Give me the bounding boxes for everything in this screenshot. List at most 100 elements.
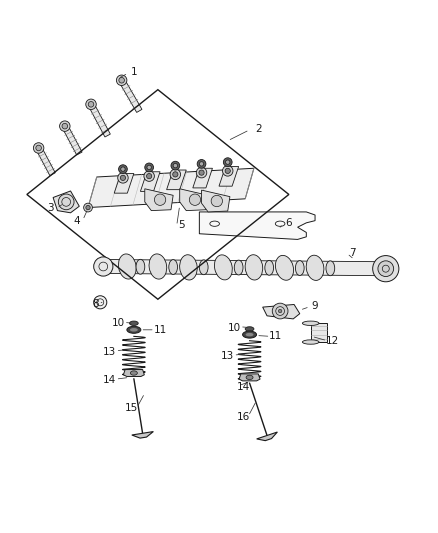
Circle shape bbox=[373, 256, 399, 282]
Circle shape bbox=[199, 170, 204, 175]
Polygon shape bbox=[132, 432, 153, 438]
Ellipse shape bbox=[130, 321, 138, 326]
Ellipse shape bbox=[118, 254, 136, 279]
Circle shape bbox=[211, 195, 223, 207]
Circle shape bbox=[196, 167, 207, 178]
Ellipse shape bbox=[243, 331, 257, 338]
Polygon shape bbox=[88, 168, 254, 207]
Polygon shape bbox=[311, 323, 327, 342]
Circle shape bbox=[272, 303, 288, 319]
Polygon shape bbox=[145, 189, 173, 211]
Text: 7: 7 bbox=[349, 248, 356, 259]
Ellipse shape bbox=[131, 371, 138, 375]
Circle shape bbox=[88, 101, 94, 107]
Polygon shape bbox=[141, 172, 160, 191]
Circle shape bbox=[147, 165, 151, 169]
Ellipse shape bbox=[234, 260, 243, 275]
Polygon shape bbox=[239, 374, 260, 381]
Circle shape bbox=[144, 171, 154, 181]
Ellipse shape bbox=[180, 255, 197, 280]
Circle shape bbox=[117, 75, 127, 85]
Circle shape bbox=[226, 160, 230, 164]
Circle shape bbox=[84, 203, 92, 212]
Circle shape bbox=[223, 158, 232, 166]
Circle shape bbox=[119, 165, 127, 174]
Text: 6: 6 bbox=[286, 218, 292, 228]
Circle shape bbox=[147, 174, 152, 179]
Circle shape bbox=[173, 164, 177, 168]
Circle shape bbox=[171, 161, 180, 170]
Polygon shape bbox=[263, 304, 300, 319]
Ellipse shape bbox=[265, 260, 274, 275]
Ellipse shape bbox=[136, 260, 145, 274]
Polygon shape bbox=[108, 260, 381, 276]
Text: 15: 15 bbox=[125, 403, 138, 414]
Text: 13: 13 bbox=[221, 351, 234, 361]
Polygon shape bbox=[219, 166, 239, 186]
Circle shape bbox=[173, 172, 178, 177]
Circle shape bbox=[86, 99, 96, 110]
Polygon shape bbox=[201, 190, 230, 212]
Ellipse shape bbox=[295, 261, 304, 276]
Circle shape bbox=[33, 143, 44, 153]
Circle shape bbox=[120, 175, 126, 181]
Text: 4: 4 bbox=[74, 216, 81, 225]
Ellipse shape bbox=[245, 327, 254, 331]
Text: 10: 10 bbox=[112, 318, 125, 328]
Text: 14: 14 bbox=[103, 375, 117, 385]
Circle shape bbox=[119, 77, 124, 83]
Polygon shape bbox=[53, 191, 79, 213]
Text: 11: 11 bbox=[269, 332, 283, 341]
Ellipse shape bbox=[306, 255, 324, 280]
Ellipse shape bbox=[199, 260, 208, 274]
Ellipse shape bbox=[246, 375, 253, 379]
Polygon shape bbox=[37, 149, 55, 175]
Circle shape bbox=[94, 257, 113, 276]
Polygon shape bbox=[63, 127, 82, 155]
Text: 12: 12 bbox=[326, 336, 339, 346]
Ellipse shape bbox=[130, 328, 138, 332]
Text: 3: 3 bbox=[48, 203, 54, 213]
Ellipse shape bbox=[127, 326, 141, 333]
Ellipse shape bbox=[245, 255, 263, 280]
Text: 13: 13 bbox=[103, 346, 117, 357]
Circle shape bbox=[170, 169, 180, 180]
Circle shape bbox=[145, 163, 153, 172]
Ellipse shape bbox=[215, 255, 232, 280]
Circle shape bbox=[189, 194, 201, 205]
Ellipse shape bbox=[169, 260, 177, 274]
Circle shape bbox=[60, 121, 70, 131]
Polygon shape bbox=[89, 105, 110, 137]
Circle shape bbox=[197, 159, 206, 168]
Circle shape bbox=[86, 205, 90, 210]
Ellipse shape bbox=[302, 321, 319, 326]
Polygon shape bbox=[199, 212, 315, 239]
Circle shape bbox=[121, 167, 125, 171]
Text: 10: 10 bbox=[228, 322, 241, 333]
Ellipse shape bbox=[276, 255, 293, 280]
Text: 8: 8 bbox=[92, 298, 99, 309]
Circle shape bbox=[279, 309, 282, 313]
Circle shape bbox=[58, 194, 74, 210]
Circle shape bbox=[62, 123, 67, 129]
Polygon shape bbox=[166, 170, 186, 190]
Circle shape bbox=[36, 145, 42, 151]
Circle shape bbox=[94, 296, 107, 309]
Ellipse shape bbox=[326, 261, 335, 276]
Text: 5: 5 bbox=[179, 220, 185, 230]
Text: 2: 2 bbox=[255, 124, 261, 134]
Text: 11: 11 bbox=[153, 325, 167, 335]
Text: 9: 9 bbox=[312, 301, 318, 311]
Circle shape bbox=[223, 166, 233, 176]
Ellipse shape bbox=[302, 340, 319, 344]
Circle shape bbox=[199, 161, 204, 166]
Polygon shape bbox=[193, 168, 212, 188]
Polygon shape bbox=[180, 189, 208, 211]
Text: 16: 16 bbox=[237, 412, 250, 422]
Circle shape bbox=[154, 194, 166, 205]
Text: 14: 14 bbox=[237, 382, 250, 392]
Circle shape bbox=[225, 168, 230, 174]
Polygon shape bbox=[124, 369, 145, 376]
Polygon shape bbox=[114, 174, 134, 193]
Polygon shape bbox=[257, 432, 277, 441]
